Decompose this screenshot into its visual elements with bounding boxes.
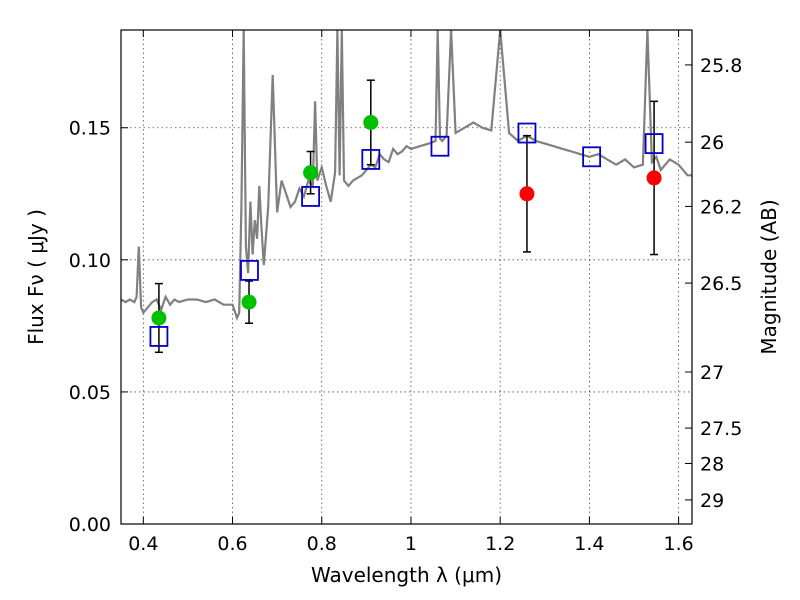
red-marker (646, 170, 662, 186)
mag-tick-label: 26 (700, 132, 724, 154)
mag-tick-label: 27.5 (700, 418, 742, 440)
mag-tick-label: 29 (700, 490, 724, 512)
model-box-marker (582, 146, 602, 168)
green-data-point (151, 282, 167, 354)
green-data-point (363, 79, 379, 166)
plot-frame (120, 29, 693, 525)
green-data-point (241, 280, 257, 324)
x-tick-label: 1.2 (485, 533, 515, 555)
x-tick-label: 1.4 (574, 533, 604, 555)
mag-tick-label: 26.5 (700, 273, 742, 295)
green-data-point (303, 150, 319, 195)
model-box-marker (149, 326, 169, 347)
red-data-point (519, 134, 535, 253)
green-marker (241, 294, 257, 310)
x-tick-label: 1 (405, 533, 417, 555)
model-box-marker (517, 122, 537, 144)
y2-axis-label: Magnitude (AB) (757, 199, 781, 354)
green-marker (363, 114, 379, 130)
y-axis-label: Flux Fν ( μJy ) (24, 209, 48, 345)
y-tick-label: 0.05 (69, 382, 111, 404)
axis-ticks: 0.4 0.6 0.8 1 1.2 1.4 1.6 0.00 0.05 0.10 0.15 25.8 2… (69, 30, 742, 555)
y-tick-label: 0.15 (69, 118, 111, 140)
mag-tick-label: 25.8 (700, 55, 742, 77)
y-tick-label: 0.00 (69, 514, 111, 536)
y-tick-label: 0.10 (69, 250, 111, 272)
red-marker (519, 186, 535, 202)
mag-tick-label: 28 (700, 453, 724, 475)
model-box-marker (644, 133, 664, 154)
x-tick-label: 0.6 (217, 533, 247, 555)
model-box-marker (301, 186, 320, 207)
x-tick-label: 1.6 (664, 533, 694, 555)
green-marker (303, 165, 319, 181)
model-box-marker (240, 259, 259, 281)
model-spectrum-line (121, 30, 692, 321)
grid-lines (121, 30, 692, 525)
model-box-marker (430, 135, 450, 157)
mag-tick-label: 27 (700, 362, 724, 384)
data-marks (149, 79, 664, 354)
model-box-marker (361, 149, 381, 170)
mag-tick-label: 26.2 (700, 196, 742, 218)
x-tick-label: 0.4 (128, 533, 158, 555)
x-tick-label: 0.8 (307, 533, 337, 555)
red-data-point (646, 100, 662, 256)
green-marker (151, 310, 167, 326)
plot-content (121, 30, 692, 354)
x-axis-label: Wavelength λ (μm) (311, 563, 502, 587)
